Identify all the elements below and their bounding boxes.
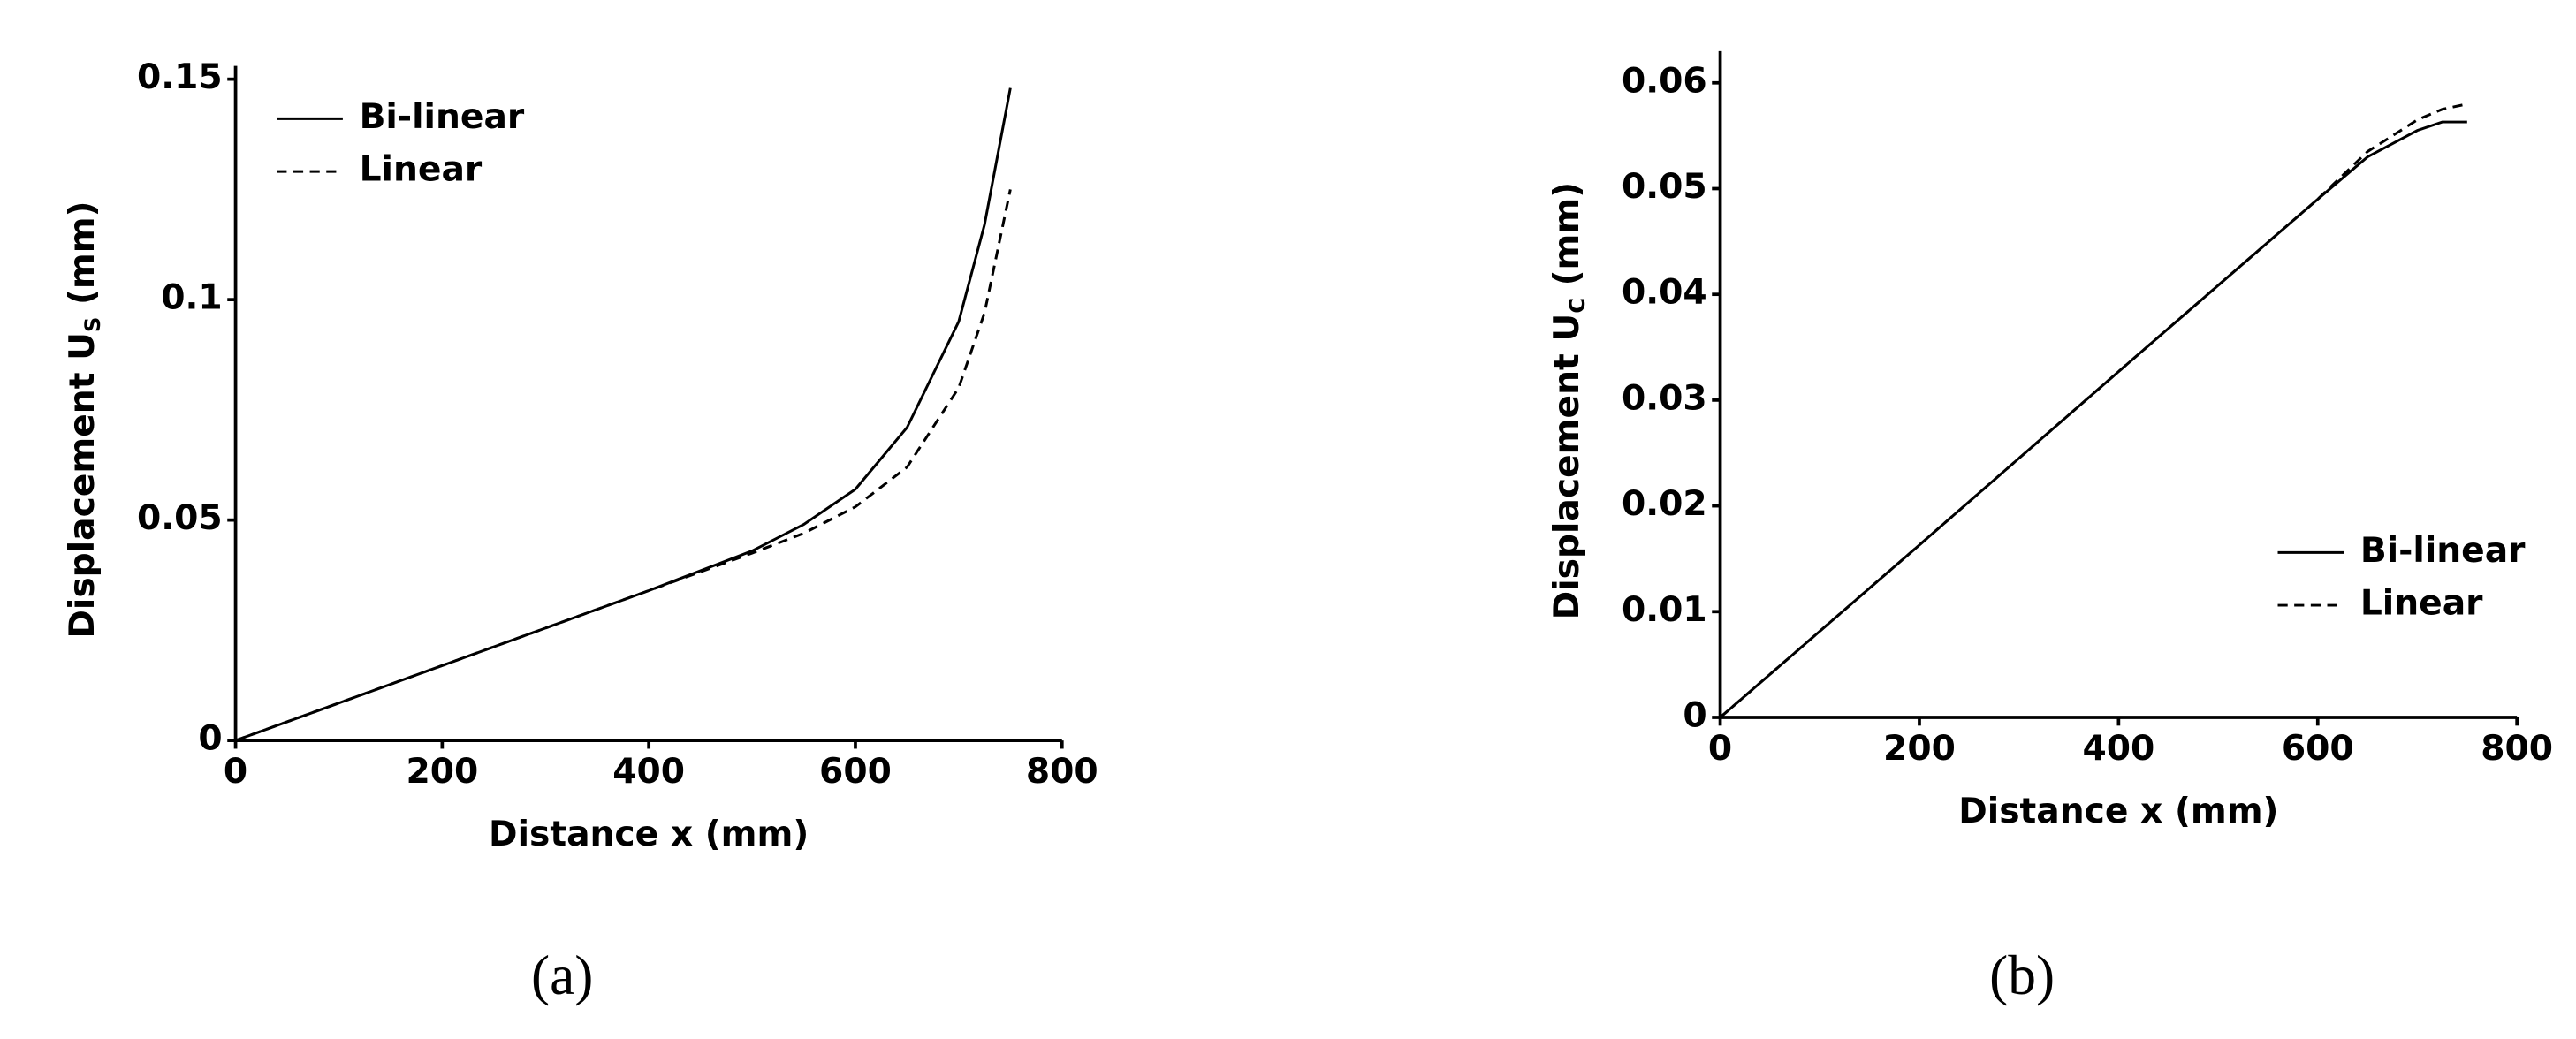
y-tick-label: 0.03 xyxy=(1622,378,1707,418)
y-tick-label: 0.02 xyxy=(1622,484,1707,524)
caption: (a) xyxy=(531,944,593,1006)
y-tick-label: 0.06 xyxy=(1622,61,1707,101)
legend-label: Linear xyxy=(360,150,483,190)
x-tick-label: 200 xyxy=(406,752,478,792)
y-tick-label: 0 xyxy=(198,719,222,759)
caption: (b) xyxy=(1989,944,2055,1006)
series-line xyxy=(235,87,1012,742)
x-tick-label: 0 xyxy=(1708,729,1732,769)
y-tick-label: 0.05 xyxy=(137,498,223,538)
y-label-text: Displacement U xyxy=(1546,314,1586,620)
y-tick-label: 0.1 xyxy=(161,278,222,318)
series-line xyxy=(235,189,1012,742)
y-tick-label: 0.01 xyxy=(1622,590,1707,630)
x-tick-label: 400 xyxy=(612,752,685,792)
x-tick-label: 600 xyxy=(819,752,892,792)
legend-label: Bi-linear xyxy=(360,97,525,137)
x-tick-label: 200 xyxy=(1883,729,1956,769)
x-tick-label: 400 xyxy=(2082,729,2154,769)
legend-label: Linear xyxy=(2360,584,2483,624)
y-tick-label: 0.05 xyxy=(1622,167,1707,207)
x-tick-label: 800 xyxy=(1026,752,1098,792)
y-tick-label: 0.04 xyxy=(1622,273,1707,313)
series-line xyxy=(1719,102,2468,719)
y-label-subscript: S xyxy=(80,317,105,332)
y-tick-label: 0.15 xyxy=(137,57,223,97)
y-label-text: Displacement U xyxy=(62,332,102,639)
y-axis-label: Displacement US (mm) xyxy=(62,201,105,638)
y-label-subscript: C xyxy=(1564,298,1590,314)
x-tick-label: 600 xyxy=(2282,729,2354,769)
y-label-suffix: (mm) xyxy=(1546,182,1586,298)
legend-label: Bi-linear xyxy=(2360,531,2526,571)
series-line xyxy=(1719,120,2467,719)
x-axis-label: Distance x (mm) xyxy=(489,815,809,854)
y-label-suffix: (mm) xyxy=(62,201,102,316)
x-axis-label: Distance x (mm) xyxy=(1958,792,2278,831)
y-axis-label: Displacement UC (mm) xyxy=(1546,182,1590,619)
y-tick-label: 0 xyxy=(1683,696,1706,736)
x-tick-label: 0 xyxy=(224,752,247,792)
x-tick-label: 800 xyxy=(2481,729,2553,769)
